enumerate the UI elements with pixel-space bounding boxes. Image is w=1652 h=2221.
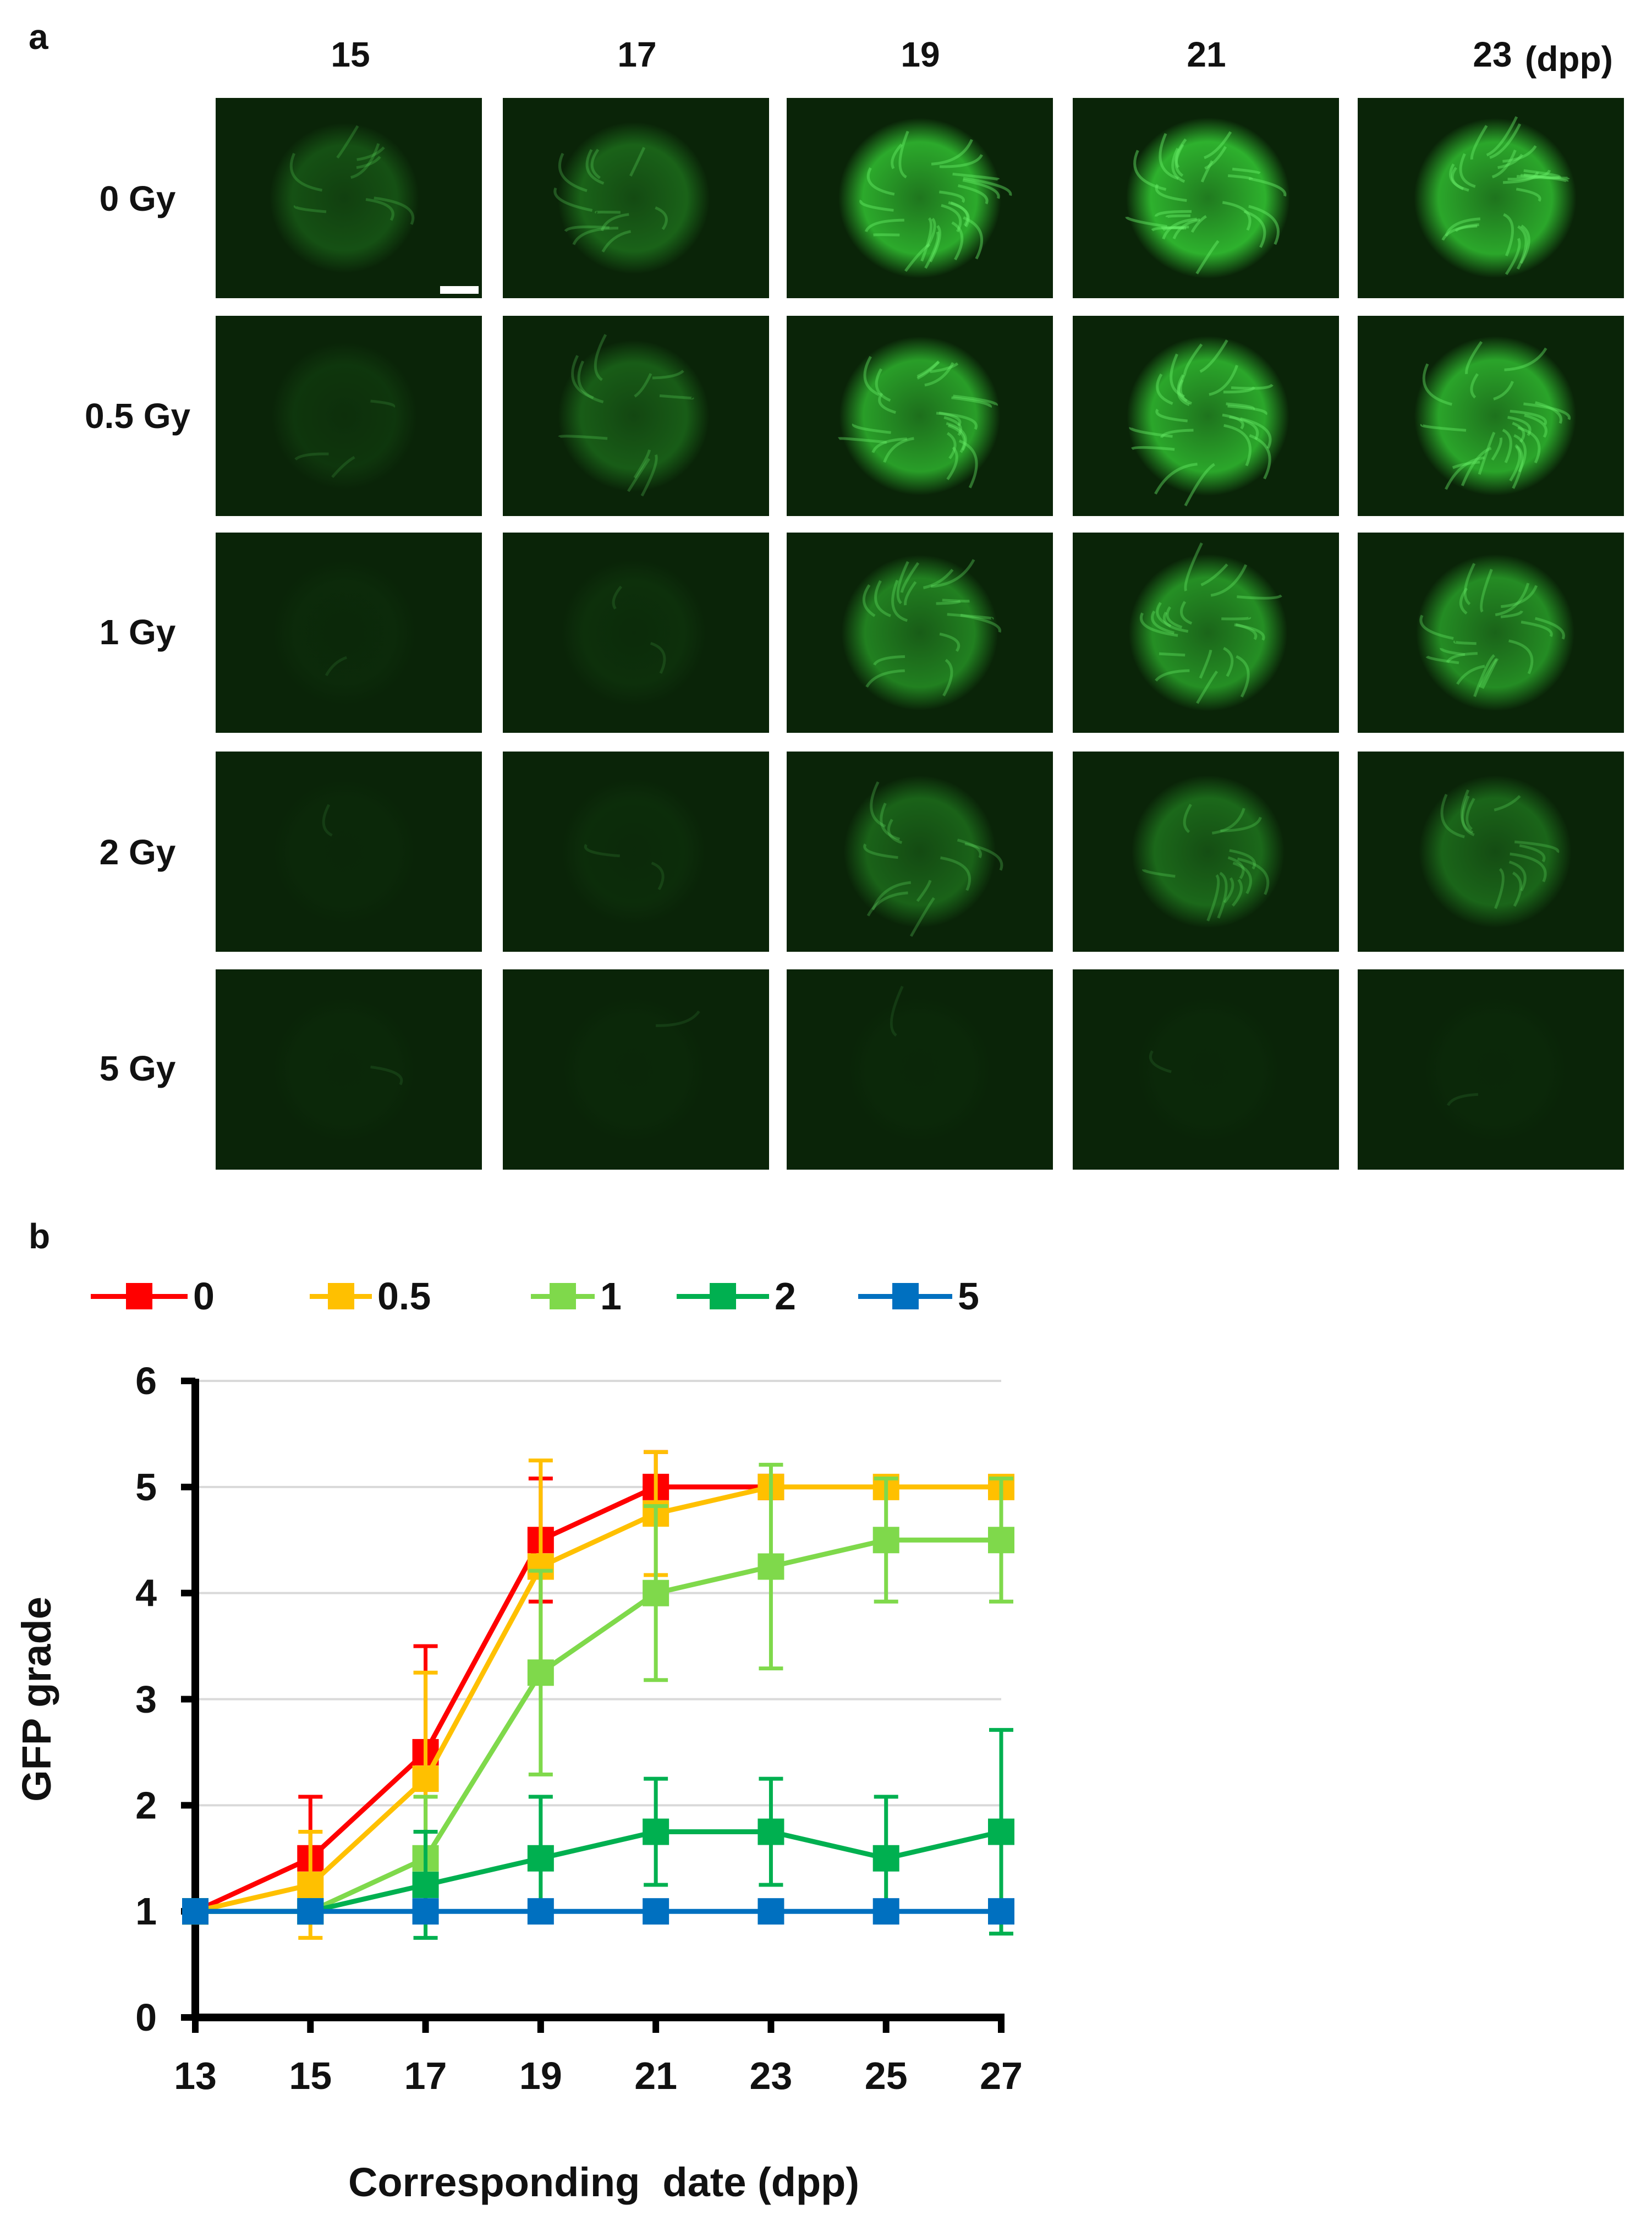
- data-point: [643, 1818, 669, 1845]
- micrograph-tile: [1073, 969, 1339, 1170]
- legend-marker: [550, 1283, 576, 1309]
- micrograph-tile: [1358, 969, 1624, 1170]
- micrograph-tile: [787, 316, 1053, 516]
- data-point: [758, 1898, 784, 1925]
- legend-item: 0: [91, 1274, 276, 1318]
- row-label: 2 Gy: [99, 832, 176, 872]
- data-point: [872, 1845, 899, 1872]
- x-axis-title: Corresponding date (dpp): [348, 2159, 859, 2205]
- data-point: [297, 1898, 324, 1925]
- x-tick-label: 19: [519, 2054, 562, 2097]
- row-label: 5 Gy: [99, 1049, 176, 1088]
- micrograph-tile: [1358, 533, 1624, 733]
- micrograph-tile: [1358, 98, 1624, 298]
- x-tick-label: 17: [404, 2054, 447, 2097]
- legend-label: 5: [958, 1275, 979, 1318]
- y-tick-label: 1: [135, 1890, 157, 1933]
- micrograph-tile: [216, 533, 482, 733]
- data-point: [527, 1898, 554, 1925]
- micrograph-tile: [1358, 752, 1624, 952]
- y-tick-label: 4: [135, 1572, 157, 1615]
- legend-item: 1: [531, 1274, 683, 1318]
- micrograph-tile: [503, 533, 769, 733]
- data-point: [758, 1553, 784, 1580]
- micrograph-tile: [787, 752, 1053, 952]
- data-point: [643, 1580, 669, 1606]
- x-tick-label: 21: [634, 2054, 677, 2097]
- column-label: 21: [1187, 35, 1226, 74]
- micrograph-tile: [503, 752, 769, 952]
- data-point: [412, 1765, 439, 1792]
- legend-label: 0.5: [377, 1275, 431, 1318]
- column-label: 23: [1473, 35, 1512, 74]
- micrograph-tile: [787, 969, 1053, 1170]
- micrograph-tile: [216, 316, 482, 516]
- data-point: [988, 1818, 1014, 1845]
- panel-a-label: a: [29, 17, 48, 57]
- y-tick-label: 2: [135, 1784, 157, 1827]
- data-point: [412, 1871, 439, 1898]
- data-point: [643, 1898, 669, 1925]
- micrograph-tile: [1073, 98, 1339, 298]
- legend-label: 0: [193, 1275, 215, 1318]
- row-label: 0.5 Gy: [84, 396, 191, 436]
- column-unit-label: (dpp): [1525, 39, 1613, 79]
- micrograph-tile: [787, 98, 1053, 298]
- legend-label: 1: [600, 1275, 622, 1318]
- micrograph-tile: [503, 98, 769, 298]
- row-label: 1 Gy: [99, 612, 176, 652]
- column-label: 19: [901, 35, 940, 74]
- y-tick-label: 6: [135, 1359, 157, 1402]
- micrograph-tile: [787, 533, 1053, 733]
- micrograph-tile: [1073, 316, 1339, 516]
- x-tick-label: 27: [980, 2054, 1023, 2097]
- legend-marker: [327, 1283, 354, 1309]
- column-label: 15: [331, 35, 370, 74]
- scale-bar: [440, 286, 479, 294]
- micrograph-tile: [216, 752, 482, 952]
- panel-b-label: b: [29, 1216, 51, 1256]
- legend-marker: [892, 1283, 919, 1309]
- data-point: [758, 1818, 784, 1845]
- micrograph-tile: [503, 969, 769, 1170]
- x-tick-label: 15: [289, 2054, 332, 2097]
- row-label: 0 Gy: [99, 179, 176, 218]
- micrograph-tile: [503, 316, 769, 516]
- legend-item: 5: [858, 1274, 1040, 1318]
- data-point: [297, 1871, 324, 1898]
- legend-item: 0.5: [310, 1274, 460, 1318]
- micrograph-tile: [216, 98, 482, 298]
- data-point: [412, 1898, 439, 1925]
- micrograph-tile: [216, 969, 482, 1170]
- legend-marker: [126, 1283, 152, 1309]
- micrograph-tile: [1073, 533, 1339, 733]
- y-tick-label: 0: [135, 1996, 157, 2039]
- x-tick-label: 25: [865, 2054, 908, 2097]
- data-point: [527, 1659, 554, 1686]
- column-label: 17: [617, 35, 657, 74]
- legend-item: 2: [677, 1274, 857, 1318]
- y-tick-label: 3: [135, 1678, 157, 1721]
- legend-marker: [710, 1283, 736, 1309]
- data-point: [527, 1845, 554, 1872]
- x-tick-label: 13: [174, 2054, 217, 2097]
- x-tick-label: 23: [749, 2054, 792, 2097]
- series-line-2: [195, 1829, 1002, 1914]
- data-point: [988, 1898, 1014, 1925]
- y-axis-title: GFP grade: [14, 1597, 59, 1802]
- micrograph-tile: [1358, 316, 1624, 516]
- series-line-0: [194, 1484, 771, 1914]
- data-point: [872, 1898, 899, 1925]
- series-line-0.5: [194, 1484, 1001, 1914]
- series-line-1: [195, 1537, 1001, 1914]
- micrograph-tile: [1073, 752, 1339, 952]
- data-point: [182, 1898, 208, 1925]
- legend-label: 2: [775, 1275, 796, 1318]
- y-tick-label: 5: [135, 1466, 157, 1509]
- data-point: [872, 1527, 899, 1554]
- data-point: [988, 1527, 1014, 1554]
